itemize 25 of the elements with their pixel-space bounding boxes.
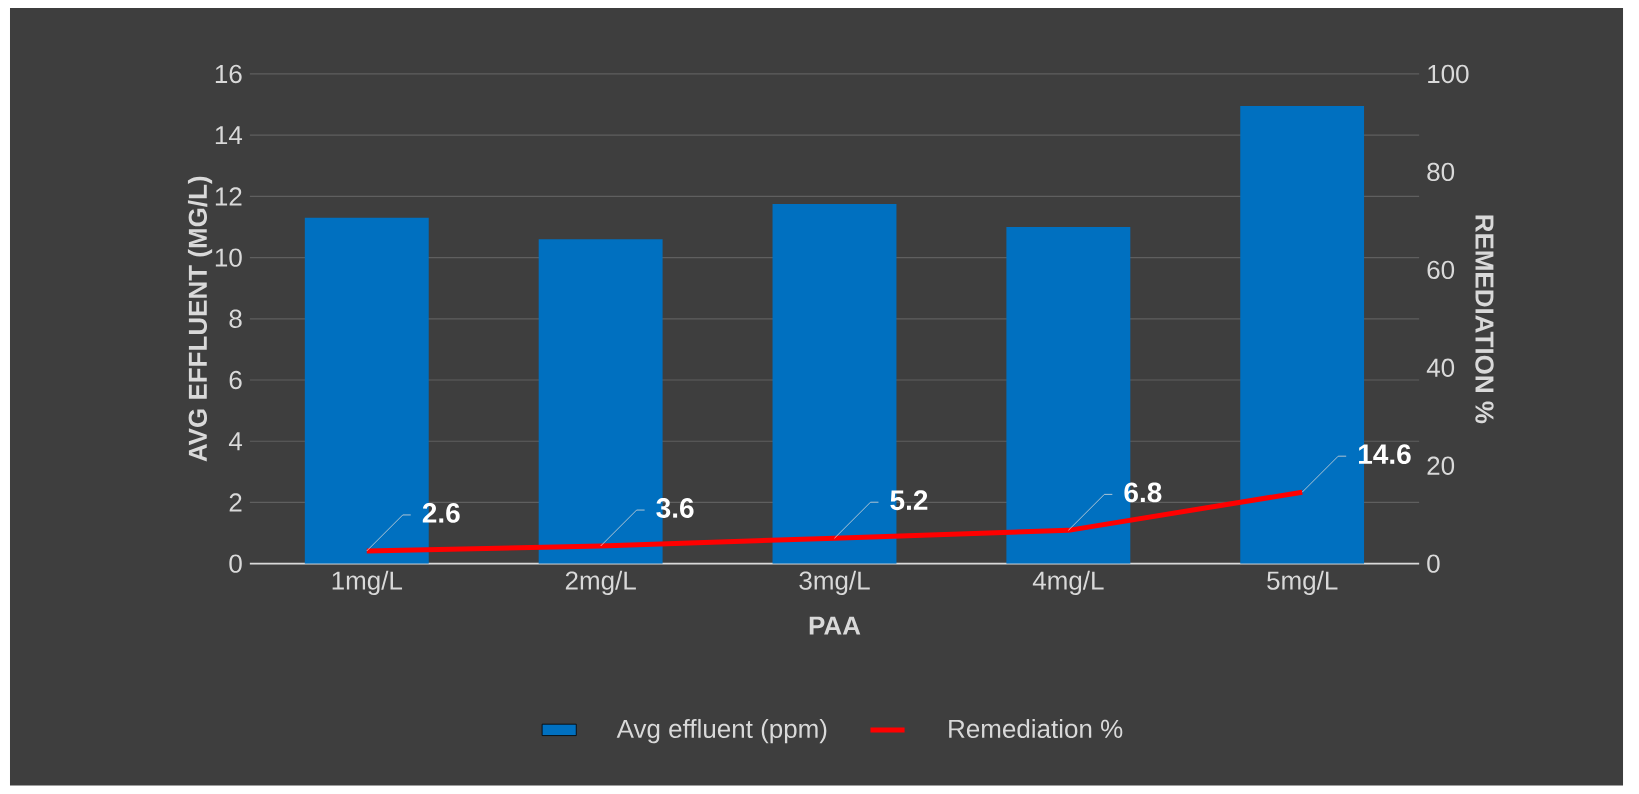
x-tick-label: 5mg/L (1267, 570, 1338, 596)
y2-tick-label: 40 (1426, 358, 1455, 378)
y2-tick-label: 60 (1427, 260, 1455, 280)
x-tick-label: 1mg/L (332, 570, 403, 596)
x-axis-title: PAA (809, 616, 861, 635)
y-tick-label: 12 (215, 187, 242, 206)
y-tick-label: 16 (215, 64, 242, 84)
y-tick-label: 2 (229, 493, 242, 512)
y-tick-label: 4 (228, 432, 243, 451)
y-tick-label: 6 (229, 371, 242, 390)
x-tick-label: 2mg/L (565, 570, 636, 596)
legend-label: Avg effluent (ppm) (616, 719, 827, 744)
y-tick-label: 8 (229, 309, 242, 329)
y-axis-title: AVG EFFLUENT (MG/L) (187, 176, 213, 462)
y2-tick-label: 80 (1427, 162, 1455, 182)
y2-tick-label: 0 (1427, 554, 1440, 574)
y2-tick-label: 100 (1428, 64, 1469, 84)
x-tick-label: 4mg/L (1032, 570, 1104, 596)
y-tick-label: 0 (229, 554, 242, 574)
y-tick-label: 14 (215, 126, 243, 145)
y2-tick-label: 20 (1427, 456, 1455, 476)
y-tick-label: 10 (215, 248, 242, 268)
legend-label: Remediation % (949, 719, 1123, 739)
x-tick-label: 3mg/L (799, 570, 870, 596)
y2-axis-title: REMEDIATION % (1475, 215, 1494, 424)
